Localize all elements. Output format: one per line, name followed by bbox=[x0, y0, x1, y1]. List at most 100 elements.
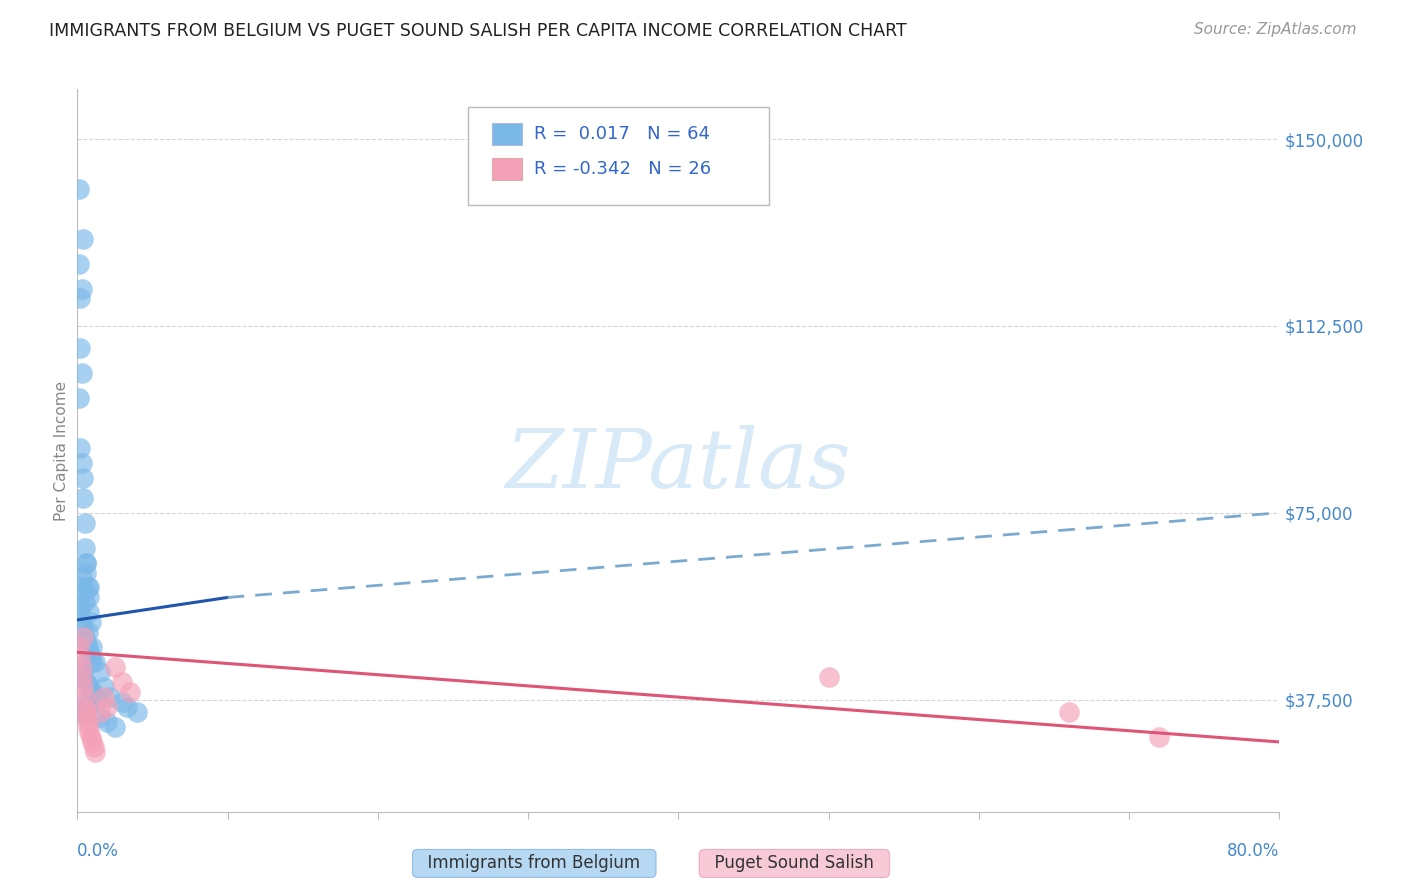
Point bbox=[127, 705, 149, 719]
Point bbox=[72, 705, 94, 719]
Point bbox=[72, 667, 94, 681]
Point bbox=[84, 745, 107, 759]
Point bbox=[82, 735, 104, 749]
Point bbox=[84, 690, 107, 705]
FancyBboxPatch shape bbox=[468, 107, 769, 205]
Point bbox=[70, 366, 93, 380]
Point bbox=[72, 471, 94, 485]
Point bbox=[93, 690, 115, 705]
Point bbox=[76, 678, 98, 692]
Point bbox=[75, 675, 97, 690]
Point bbox=[75, 705, 97, 719]
Point bbox=[75, 556, 97, 570]
Point bbox=[69, 650, 91, 665]
Point bbox=[93, 680, 115, 694]
Point bbox=[72, 232, 94, 246]
Point bbox=[79, 606, 101, 620]
Point bbox=[80, 615, 103, 630]
Point bbox=[76, 640, 98, 655]
Point bbox=[89, 710, 111, 724]
Point bbox=[79, 591, 101, 605]
Point bbox=[67, 391, 90, 405]
Point bbox=[72, 491, 94, 505]
Point bbox=[73, 585, 96, 599]
Point bbox=[84, 655, 107, 669]
Point bbox=[1149, 730, 1171, 744]
Point bbox=[75, 695, 97, 709]
Point bbox=[75, 710, 97, 724]
Text: Immigrants from Belgium: Immigrants from Belgium bbox=[418, 855, 651, 872]
Point bbox=[83, 739, 105, 754]
Point bbox=[82, 640, 104, 655]
Point bbox=[70, 660, 93, 674]
Point bbox=[69, 292, 91, 306]
Point bbox=[67, 640, 90, 655]
Point bbox=[104, 660, 127, 674]
Y-axis label: Per Capita Income: Per Capita Income bbox=[53, 380, 69, 521]
Point bbox=[82, 655, 104, 669]
Point bbox=[73, 541, 96, 555]
Point bbox=[79, 725, 101, 739]
Text: R = -0.342   N = 26: R = -0.342 N = 26 bbox=[534, 160, 711, 178]
Point bbox=[73, 707, 96, 722]
Point bbox=[70, 456, 93, 470]
Point bbox=[69, 606, 91, 620]
Point bbox=[75, 635, 97, 649]
Text: 80.0%: 80.0% bbox=[1227, 842, 1279, 860]
Point bbox=[82, 685, 104, 699]
Point bbox=[80, 650, 103, 665]
Point bbox=[79, 581, 101, 595]
Point bbox=[115, 700, 138, 714]
Point bbox=[69, 441, 91, 455]
Point bbox=[72, 620, 94, 634]
Point bbox=[70, 281, 93, 295]
Point bbox=[89, 705, 111, 719]
Point bbox=[100, 690, 122, 705]
Point bbox=[73, 700, 96, 714]
Point bbox=[83, 688, 105, 702]
Point bbox=[75, 566, 97, 580]
Point bbox=[89, 665, 111, 680]
Text: 0.0%: 0.0% bbox=[77, 842, 120, 860]
Point bbox=[69, 341, 91, 355]
Point bbox=[73, 630, 96, 644]
Point bbox=[73, 516, 96, 530]
Point bbox=[86, 692, 108, 706]
Point bbox=[111, 695, 134, 709]
Point bbox=[76, 714, 98, 729]
Point bbox=[104, 720, 127, 734]
Point bbox=[118, 685, 141, 699]
Point bbox=[76, 720, 98, 734]
Point bbox=[69, 660, 91, 674]
Point bbox=[67, 182, 90, 196]
Point bbox=[80, 730, 103, 744]
Point bbox=[76, 625, 98, 640]
Point bbox=[73, 595, 96, 609]
Point bbox=[72, 680, 94, 694]
Point bbox=[76, 698, 98, 712]
Point bbox=[1057, 705, 1080, 719]
Text: IMMIGRANTS FROM BELGIUM VS PUGET SOUND SALISH PER CAPITA INCOME CORRELATION CHAR: IMMIGRANTS FROM BELGIUM VS PUGET SOUND S… bbox=[49, 22, 907, 40]
Point bbox=[70, 702, 93, 716]
Bar bbox=[492, 123, 522, 145]
Point bbox=[70, 665, 93, 680]
Point bbox=[111, 675, 134, 690]
Point bbox=[70, 615, 93, 630]
Text: Source: ZipAtlas.com: Source: ZipAtlas.com bbox=[1194, 22, 1357, 37]
Point bbox=[79, 645, 101, 659]
Point bbox=[70, 570, 93, 584]
Point bbox=[817, 670, 839, 684]
Point bbox=[67, 600, 90, 615]
Point bbox=[67, 257, 90, 271]
Point bbox=[73, 690, 96, 705]
Point bbox=[96, 714, 118, 729]
Point bbox=[72, 581, 94, 595]
Text: R =  0.017   N = 64: R = 0.017 N = 64 bbox=[534, 125, 710, 143]
Point bbox=[70, 670, 93, 684]
Point bbox=[80, 682, 103, 697]
Point bbox=[76, 581, 98, 595]
Point bbox=[72, 630, 94, 644]
Text: ZIPatlas: ZIPatlas bbox=[506, 425, 851, 505]
Point bbox=[79, 700, 101, 714]
Point bbox=[96, 700, 118, 714]
